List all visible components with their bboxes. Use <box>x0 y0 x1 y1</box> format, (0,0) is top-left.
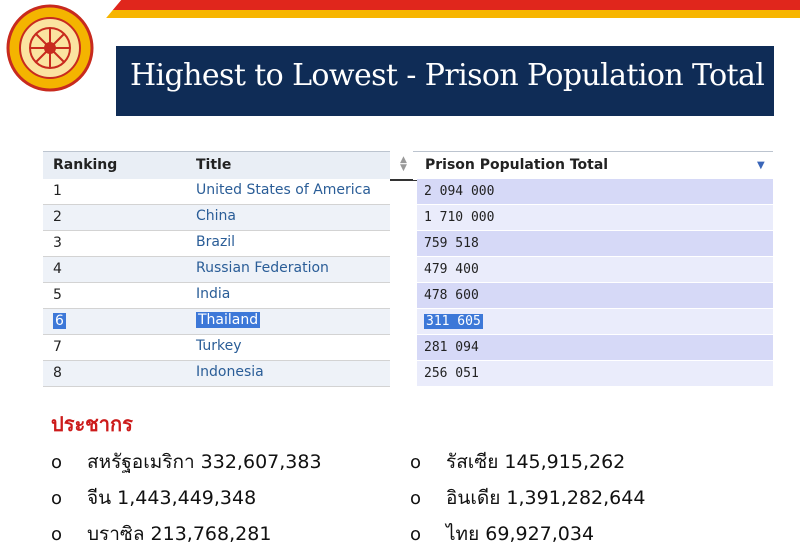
bullet-icon: o <box>410 488 422 509</box>
table-row[interactable]: 4 Russian Federation 479 400 <box>43 257 773 283</box>
rank-cell: 4 <box>53 261 62 277</box>
population-country: จีน <box>87 487 112 509</box>
table-row[interactable]: 2 China 1 710 000 <box>43 205 773 231</box>
rank-cell: 8 <box>53 365 62 381</box>
table-header: Ranking Title ▲ ▼ Prison Population Total… <box>43 151 773 181</box>
header-ranking[interactable]: Ranking <box>53 157 118 173</box>
bullet-icon: o <box>410 524 422 545</box>
population-item: o จีน 1,443,449,348 <box>51 483 256 513</box>
bullet-icon: o <box>51 488 63 509</box>
sort-descending-icon[interactable]: ▼ <box>757 160 765 171</box>
population-cell: 2 094 000 <box>424 184 495 199</box>
header-stripe-yellow <box>100 10 800 18</box>
population-country: อินเดีย <box>446 487 501 509</box>
population-value: 213,768,281 <box>150 523 272 545</box>
population-value: 145,915,262 <box>504 451 626 473</box>
population-cell: 256 051 <box>424 366 479 381</box>
population-country: สหรัฐอเมริกา <box>87 451 195 473</box>
country-link[interactable]: Thailand <box>196 312 261 328</box>
country-link[interactable]: China <box>196 208 236 224</box>
rank-cell: 3 <box>53 235 62 251</box>
population-cell: 1 710 000 <box>424 210 495 225</box>
population-cell: 479 400 <box>424 262 479 277</box>
population-country: บราซิล <box>87 523 145 545</box>
country-link[interactable]: India <box>196 286 231 302</box>
rank-cell: 7 <box>53 339 62 355</box>
university-seal-logo <box>6 4 94 92</box>
header-stripe-red <box>85 0 800 10</box>
country-link[interactable]: United States of America <box>196 182 371 198</box>
population-item: o บราซิล 213,768,281 <box>51 519 271 549</box>
population-cell: 311 605 <box>424 314 483 329</box>
bullet-icon: o <box>51 452 63 473</box>
population-value: 1,443,449,348 <box>117 487 257 509</box>
population-cell: 759 518 <box>424 236 479 251</box>
rank-cell: 2 <box>53 209 62 225</box>
prison-population-table: Ranking Title ▲ ▼ Prison Population Total… <box>43 151 773 387</box>
table-row[interactable]: 7 Turkey 281 094 <box>43 335 773 361</box>
header-title[interactable]: Title <box>196 157 232 173</box>
table-row[interactable]: 3 Brazil 759 518 <box>43 231 773 257</box>
rank-cell: 5 <box>53 287 62 303</box>
population-cell: 281 094 <box>424 340 479 355</box>
country-link[interactable]: Russian Federation <box>196 260 329 276</box>
country-link[interactable]: Brazil <box>196 234 236 250</box>
population-item: o รัสเซีย 145,915,262 <box>410 447 625 477</box>
population-item: o ไทย 69,927,034 <box>410 519 594 549</box>
country-link[interactable]: Indonesia <box>196 364 264 380</box>
bullet-icon: o <box>410 452 422 473</box>
population-country: ไทย <box>446 523 480 545</box>
table-row[interactable]: 1 United States of America 2 094 000 <box>43 179 773 205</box>
population-country: รัสเซีย <box>446 451 499 473</box>
rank-cell: 1 <box>53 183 62 199</box>
table-row[interactable]: 6 Thailand 311 605 <box>43 309 773 335</box>
rank-cell: 6 <box>53 313 66 329</box>
table-row[interactable]: 5 India 478 600 <box>43 283 773 309</box>
population-cell: 478 600 <box>424 288 479 303</box>
table-row[interactable]: 8 Indonesia 256 051 <box>43 361 773 387</box>
population-item: o สหรัฐอเมริกา 332,607,383 <box>51 447 322 477</box>
population-value: 332,607,383 <box>200 451 322 473</box>
bullet-icon: o <box>51 524 63 545</box>
population-section-title: ประชากร <box>51 412 133 436</box>
slide-title-banner: Highest to Lowest - Prison Population To… <box>116 46 774 116</box>
population-value: 1,391,282,644 <box>506 487 646 509</box>
country-link[interactable]: Turkey <box>196 338 242 354</box>
slide-title: Highest to Lowest - Prison Population To… <box>130 58 765 93</box>
sort-both-icon[interactable]: ▲ ▼ <box>400 155 407 173</box>
population-item: o อินเดีย 1,391,282,644 <box>410 483 645 513</box>
header-prison-population[interactable]: Prison Population Total <box>425 157 609 173</box>
population-value: 69,927,034 <box>485 523 595 545</box>
